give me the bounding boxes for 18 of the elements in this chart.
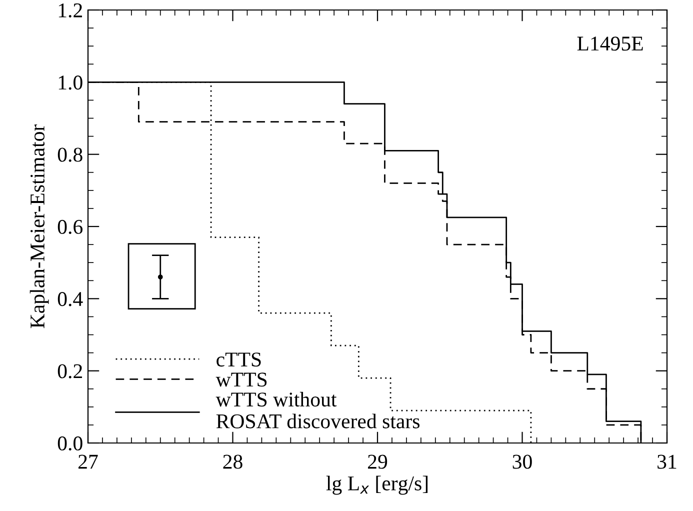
y-axis-title: Kaplan-Meier-Estimator xyxy=(30,124,49,328)
x-tick-label: 27 xyxy=(78,454,98,469)
y-tick-label: 0.8 xyxy=(58,148,82,162)
legend-label: cTTS xyxy=(216,352,261,367)
x-axis-title: lg L$_{x}$ [erg/s] xyxy=(326,476,428,495)
annotation: L1495E xyxy=(577,36,643,51)
x-tick-label: 29 xyxy=(368,454,388,469)
y-tick-label: 1.2 xyxy=(58,3,82,18)
y-tick-label: 0.6 xyxy=(58,220,83,234)
x-tick-label: 28 xyxy=(223,454,242,469)
legend-label: wTTS xyxy=(216,372,267,387)
x-tick-label: 31 xyxy=(658,454,676,469)
y-tick-label: 0.0 xyxy=(58,436,82,451)
x-tick-label: 30 xyxy=(512,454,532,469)
legend-label: wTTS without ROSAT discovered stars xyxy=(216,392,420,428)
y-tick-label: 1.0 xyxy=(58,76,82,90)
y-tick-label: 0.4 xyxy=(58,292,83,306)
y-tick-label: 0.2 xyxy=(58,364,82,378)
